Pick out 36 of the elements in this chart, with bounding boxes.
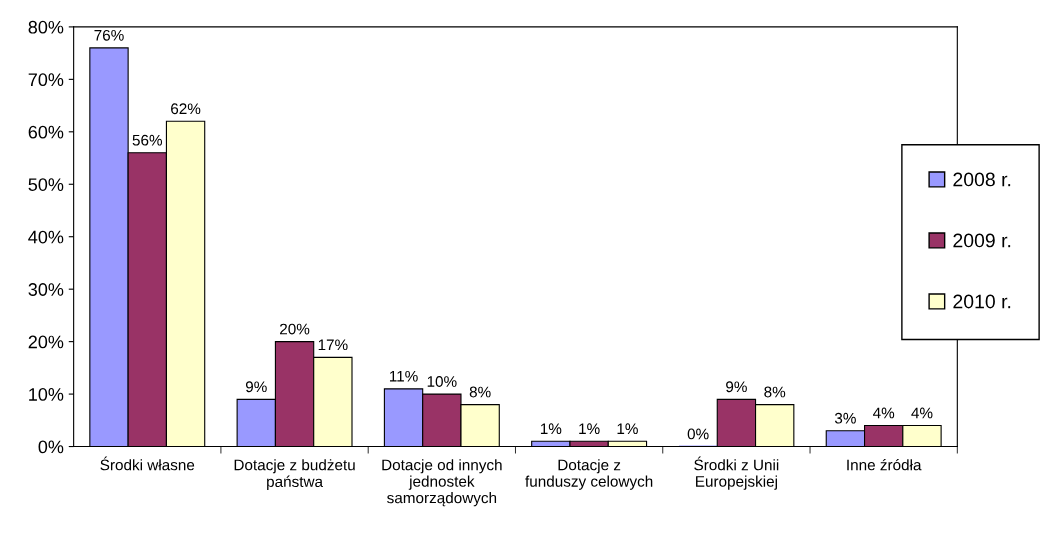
data-label: 8% (469, 386, 491, 398)
y-tick-label: 0% (38, 440, 64, 454)
y-tick-label: 40% (28, 230, 64, 244)
data-label: 11% (389, 370, 418, 382)
y-tick-label: 50% (28, 178, 64, 191)
data-label: 0% (687, 428, 709, 440)
y-tick-label: 60% (28, 125, 64, 139)
x-tick-label: Dotacje od innych jednostek samorządowych (382, 459, 502, 507)
legend-label: 2009 r. (953, 233, 1011, 248)
data-label: 1% (540, 423, 562, 435)
data-label: 20% (280, 323, 310, 335)
legend-label: 2008 r. (953, 172, 1011, 187)
data-label: 17% (318, 339, 348, 351)
data-label: 4% (872, 407, 895, 419)
y-tick-label: 70% (28, 73, 64, 87)
data-label: 1% (617, 423, 638, 435)
data-label: 4% (911, 407, 933, 419)
x-tick-label: Inne źródła (847, 458, 922, 471)
x-tick-label: Dotacje z budżetu państwa (234, 459, 355, 491)
y-tick-label: 30% (28, 283, 64, 296)
x-tick-label: Dotacje z funduszy celowych (525, 459, 653, 490)
y-tick-label: 80% (28, 20, 64, 34)
data-label: 8% (764, 386, 786, 398)
y-tick-label: 10% (29, 388, 64, 401)
data-label: 62% (171, 103, 201, 115)
legend-label: 2010 r. (953, 294, 1011, 309)
x-tick-label: Środki z Unii Europejskiej (694, 456, 779, 490)
data-label: 9% (726, 381, 747, 393)
data-label: 1% (579, 423, 600, 435)
data-label: 9% (245, 381, 267, 393)
y-tick-label: 20% (28, 335, 64, 349)
data-label: 10% (427, 376, 457, 387)
data-label: 56% (132, 134, 163, 146)
data-label: 76% (94, 29, 124, 41)
x-tick-label: Środki własne (100, 456, 195, 471)
data-label: 3% (834, 412, 856, 424)
